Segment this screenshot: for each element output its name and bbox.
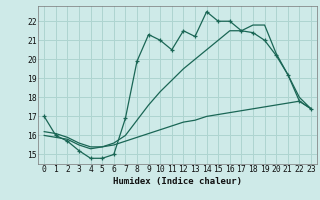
X-axis label: Humidex (Indice chaleur): Humidex (Indice chaleur) (113, 177, 242, 186)
